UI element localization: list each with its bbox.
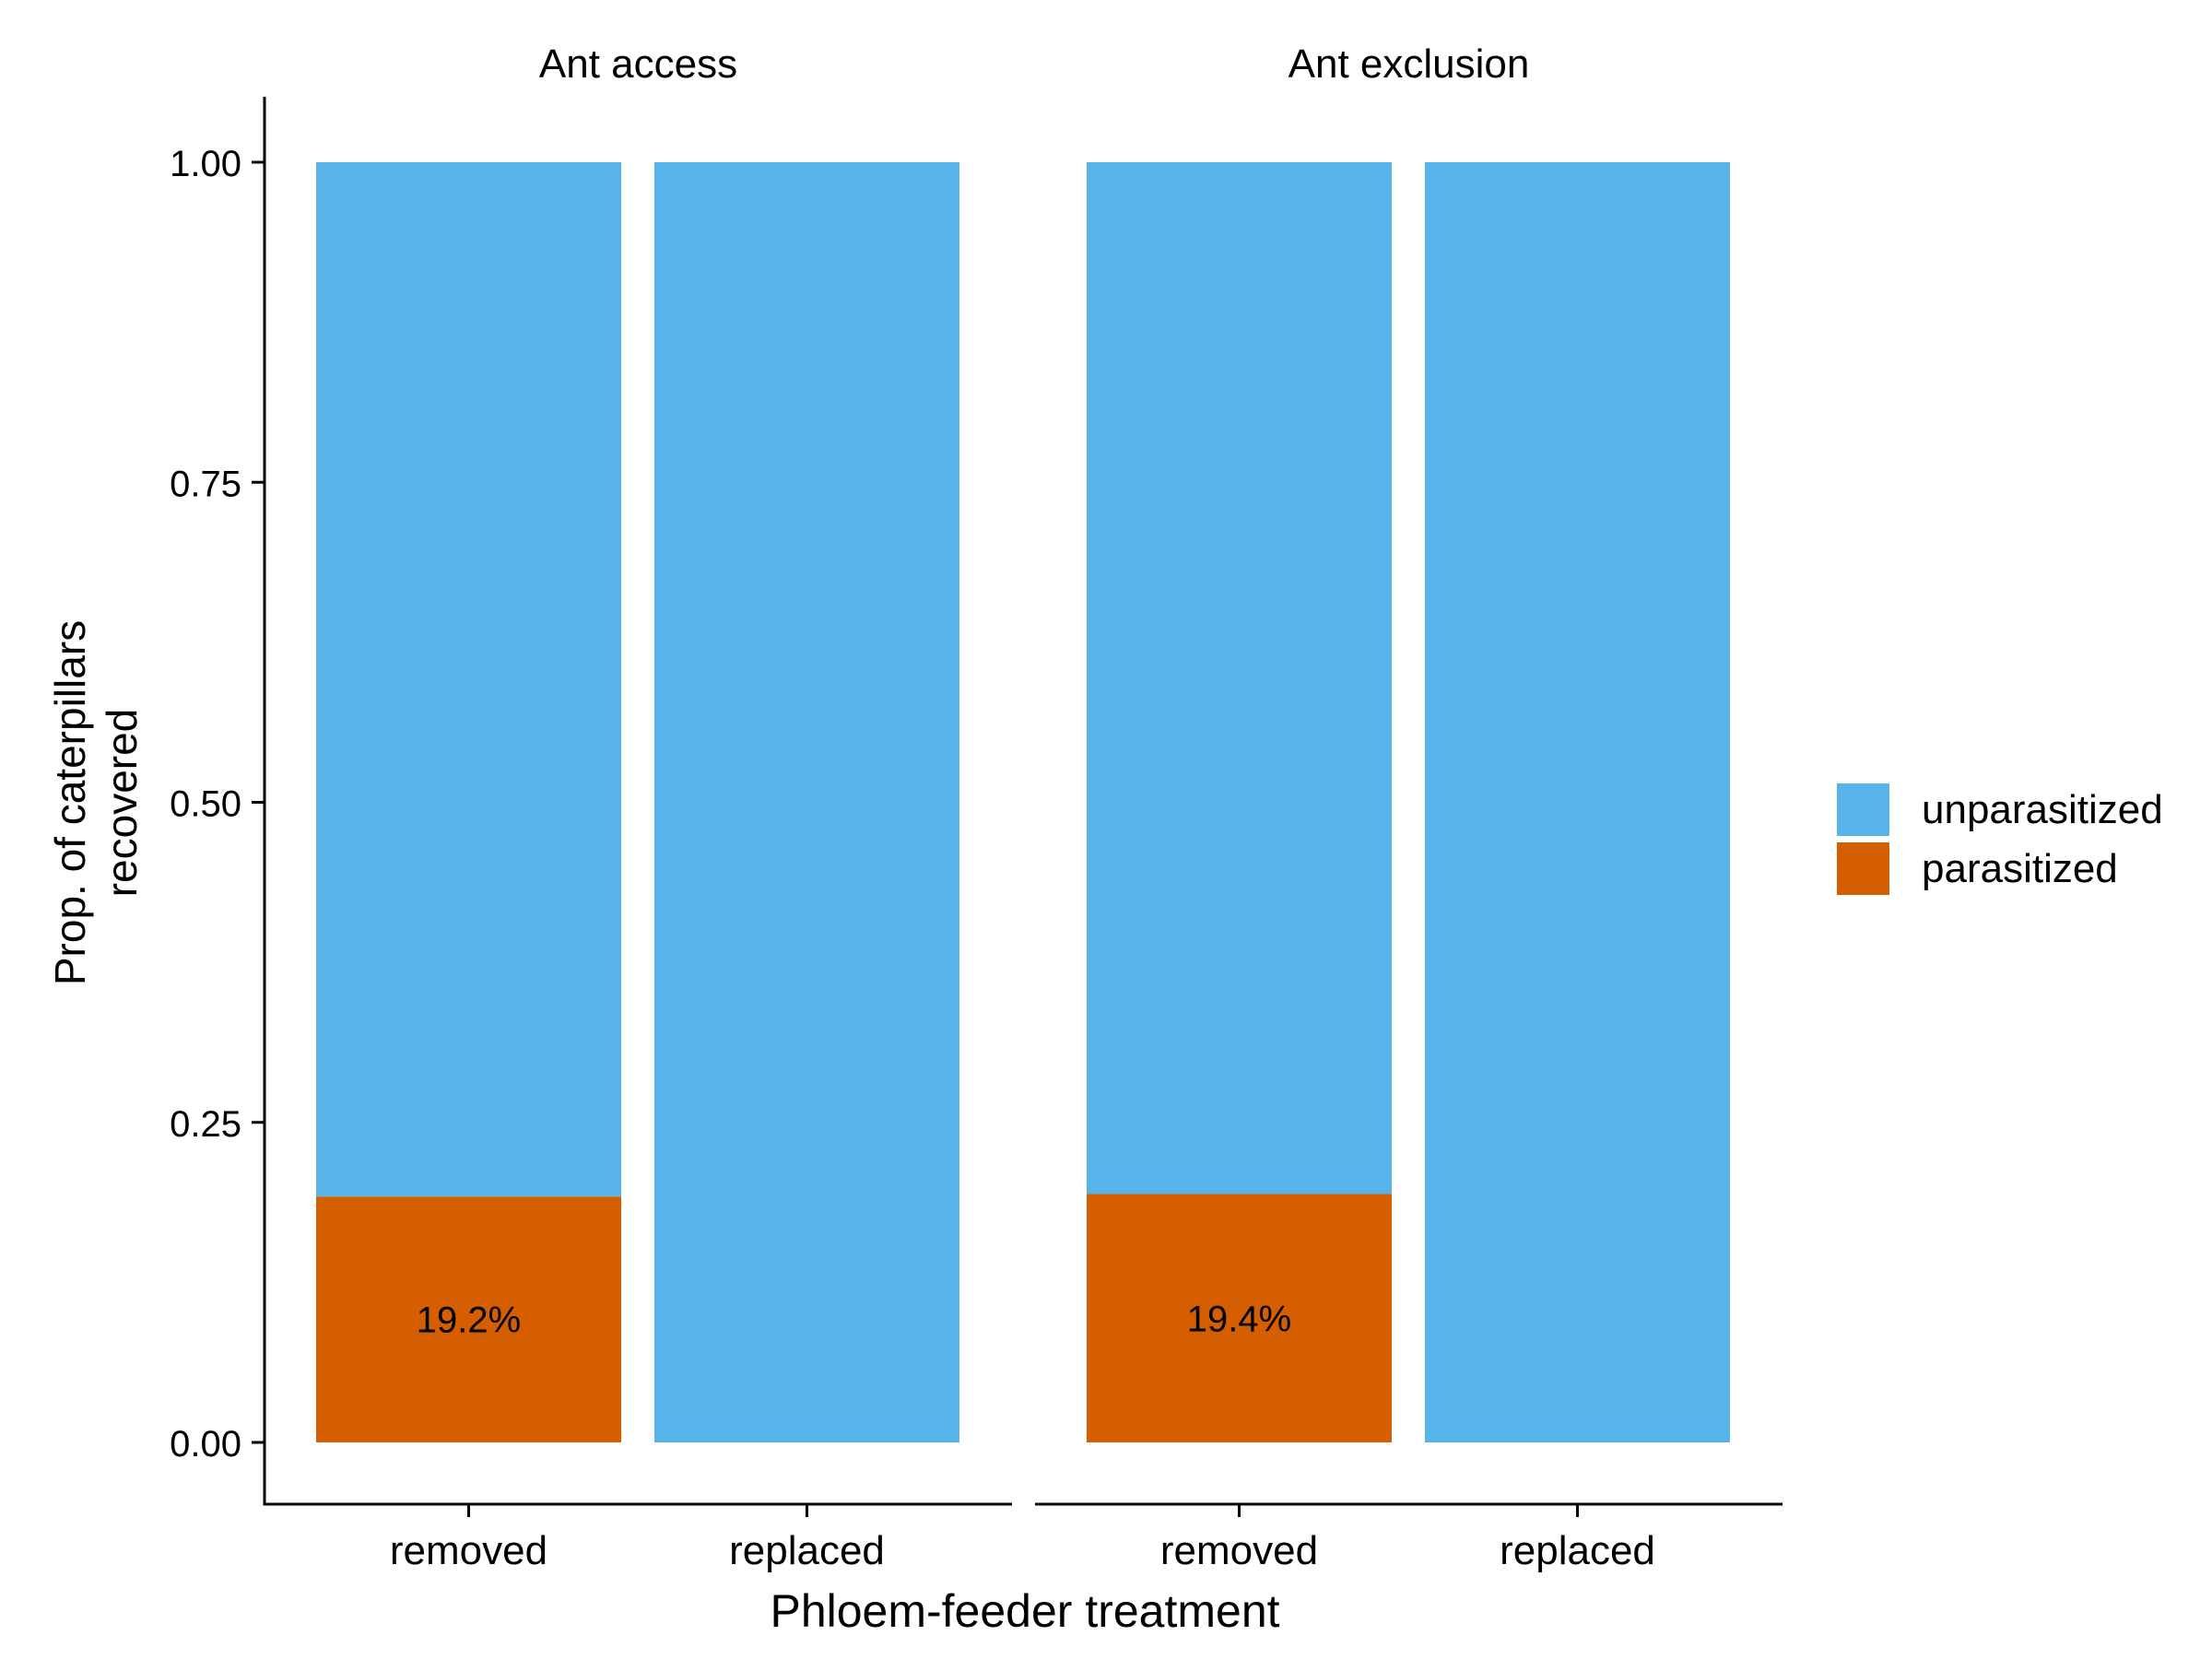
y-tick-label: 0.75	[170, 464, 241, 504]
bar-segment-unparasitized	[654, 162, 959, 1442]
legend-swatch-unparasitized	[1837, 783, 1889, 836]
y-tick-label: 0.25	[170, 1104, 241, 1145]
y-tick-label: 1.00	[170, 144, 241, 184]
bar-segment-unparasitized	[316, 162, 621, 1197]
facet-panel: Ant exclusion 19.4% removed replaced	[1035, 41, 1783, 1573]
facet-title: Ant exclusion	[1288, 41, 1530, 87]
x-tick-label: replaced	[1500, 1528, 1655, 1573]
y-tick-label: 0.50	[170, 784, 241, 825]
y-axis: 0.00 0.25 0.50 0.75 1.00	[170, 97, 266, 1506]
bar-segment-parasitized	[316, 1196, 621, 1442]
y-axis-label: Prop. of caterpillarsrecovered	[46, 620, 146, 985]
legend-label: parasitized	[1922, 846, 2118, 891]
x-tick-label: replaced	[729, 1528, 885, 1573]
y-axis-label-line: Prop. of caterpillars	[46, 620, 94, 985]
facet-title: Ant access	[539, 41, 737, 87]
x-tick-label: removed	[390, 1528, 547, 1573]
y-tick-label: 0.00	[170, 1424, 241, 1465]
bar-data-label: 19.4%	[1187, 1299, 1291, 1339]
legend-swatch-parasitized	[1837, 842, 1889, 895]
x-tick-label: removed	[1160, 1528, 1318, 1573]
bar-data-label: 19.2%	[417, 1300, 521, 1341]
x-axis-label: Phloem-feeder treatment	[770, 1585, 1279, 1637]
y-axis-label-line: recovered	[98, 709, 146, 898]
bar-segment-unparasitized	[1425, 162, 1730, 1442]
legend: unparasitized parasitized	[1837, 783, 2163, 895]
bar-segment-parasitized	[1087, 1194, 1392, 1442]
facet-panel: Ant access 19.2% removed replaced	[265, 41, 1012, 1573]
bar-segment-unparasitized	[1087, 162, 1392, 1194]
legend-label: unparasitized	[1922, 787, 2163, 832]
